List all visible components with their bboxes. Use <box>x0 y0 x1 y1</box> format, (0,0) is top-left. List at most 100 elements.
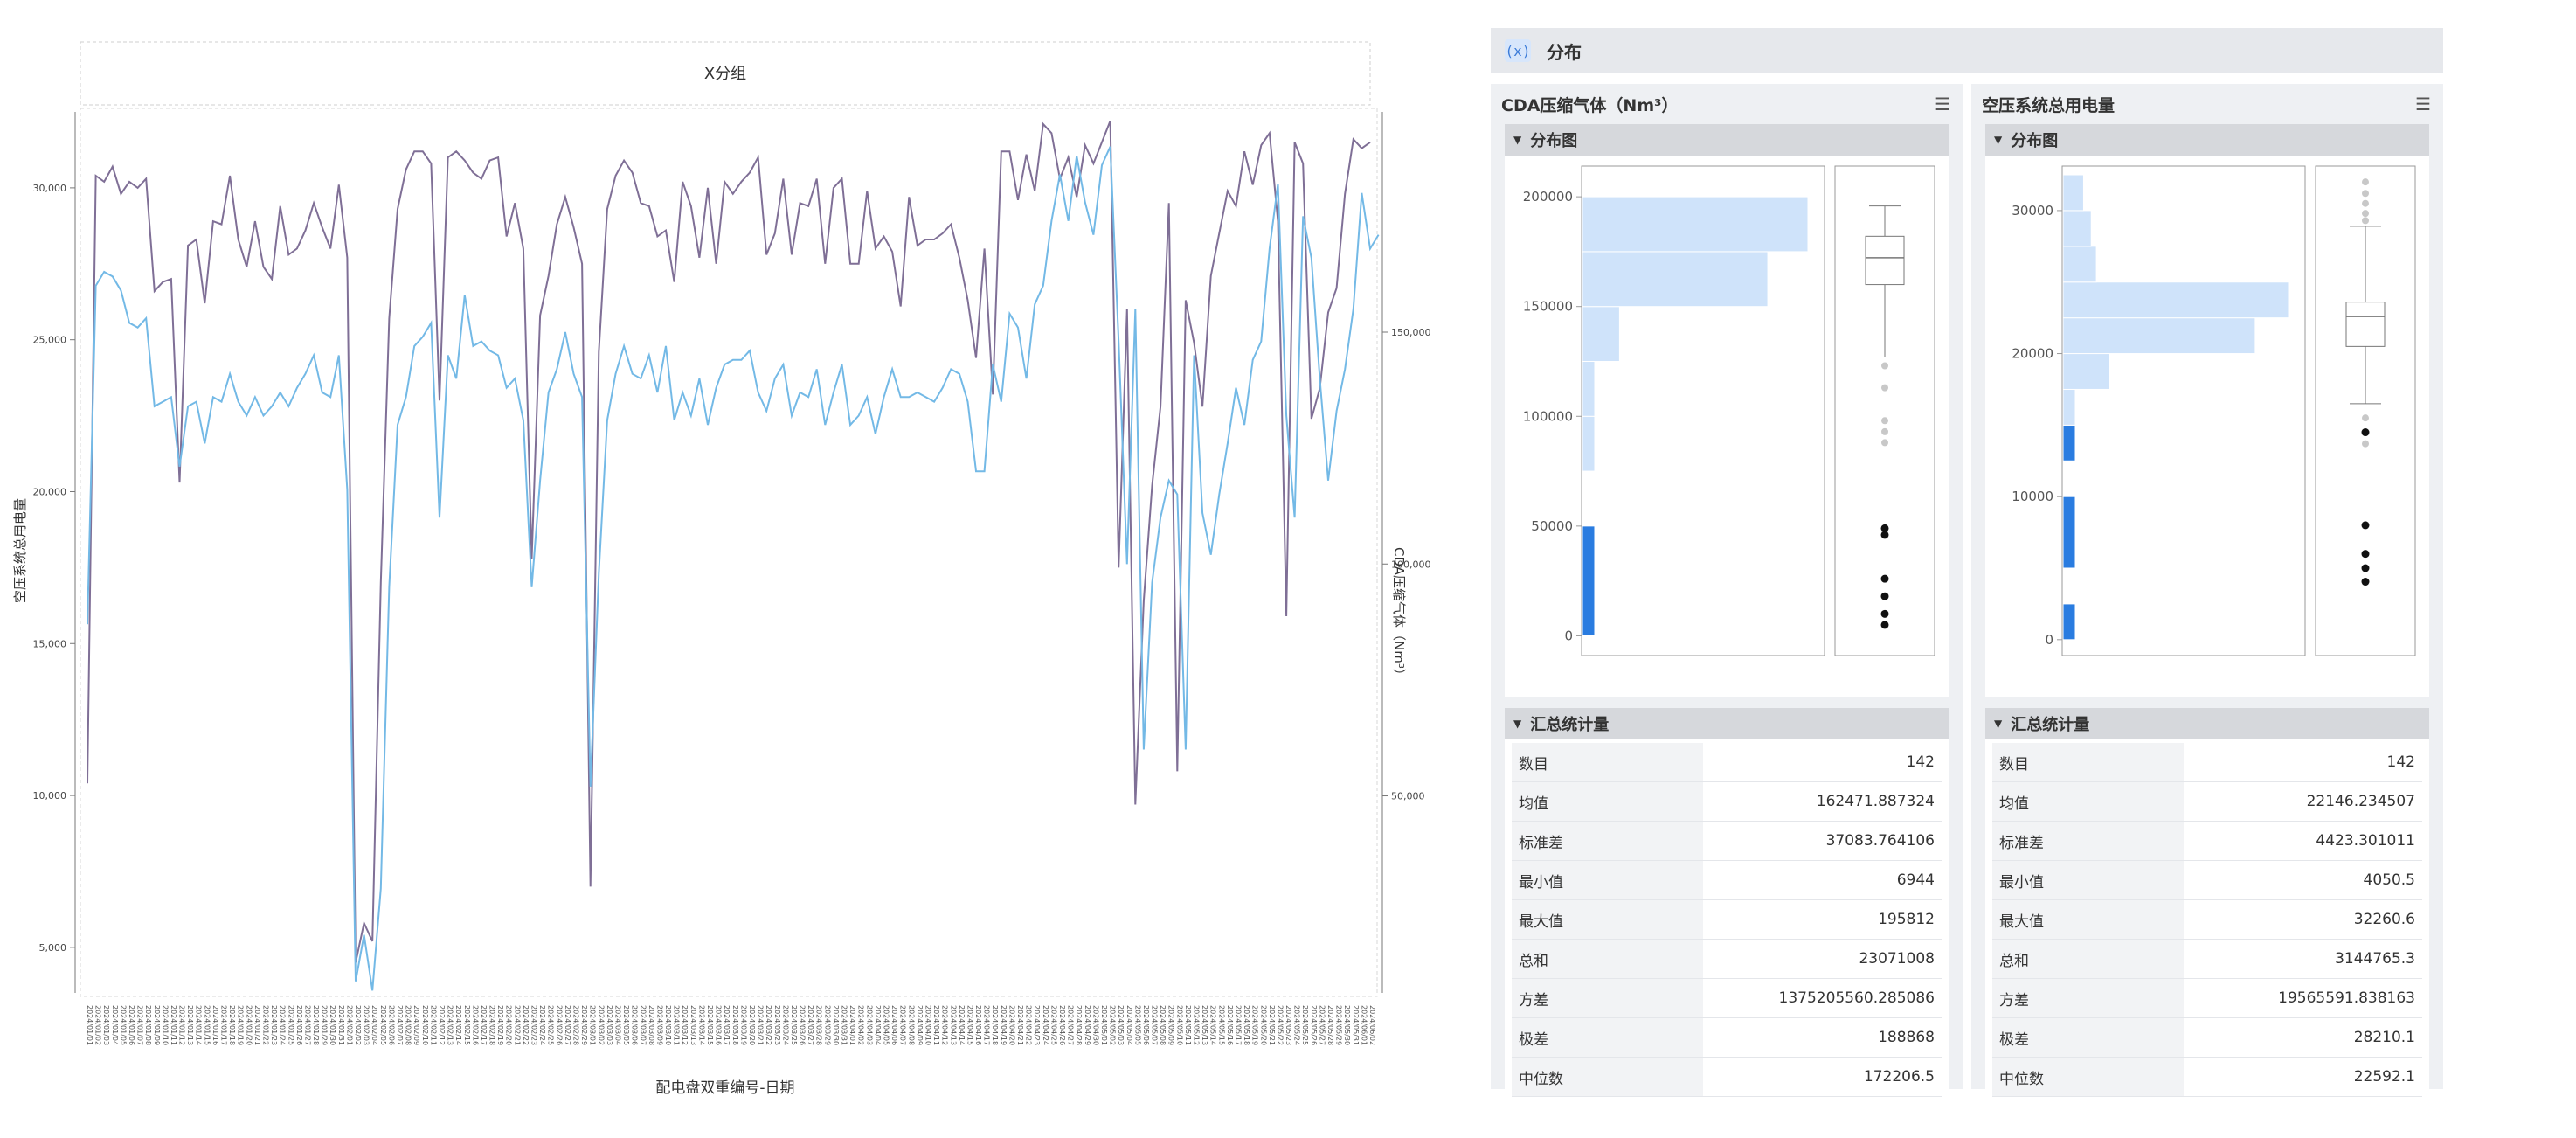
menu-icon[interactable]: ☰ <box>1935 94 1950 114</box>
stats-key: 均值 <box>1992 781 2184 822</box>
x-tick-label: 2024/05/03 <box>1117 1005 1125 1045</box>
x-tick-label: 2024/04/29 <box>1084 1005 1091 1045</box>
histogram-boxplot-power: 0 10000 20000 30000 <box>2012 165 2416 656</box>
x-tick-label: 2024/03/26 <box>799 1005 807 1045</box>
x-tick-label: 2024/02/01 <box>345 1005 353 1045</box>
x-tick-label: 2024/03/18 <box>731 1005 739 1045</box>
outlier-point <box>2362 217 2369 225</box>
stats-value: 32260.6 <box>2184 899 2422 940</box>
x-tick-label: 2024/05/17 <box>1234 1005 1242 1045</box>
line-chart: X分组 5,000 10,000 15,000 20,000 25,000 30,000 50… <box>12 41 1431 1097</box>
stats-key: 最小值 <box>1512 860 1703 900</box>
x-tick-label: 2024/01/12 <box>178 1005 186 1045</box>
y-tick-label: 5,000 <box>39 942 67 954</box>
x-tick-label: 2024/01/03 <box>102 1005 110 1045</box>
x-tick-label: 2024/04/11 <box>932 1005 940 1045</box>
x-tick-label: 2024/05/01 <box>1100 1005 1108 1045</box>
histogram-bar <box>2062 496 2076 569</box>
x-axis-label: 配电盘双重编号-日期 <box>655 1079 794 1097</box>
outlier-point <box>1881 439 1888 447</box>
collapse-triangle-icon: ▼ <box>1994 134 2003 146</box>
x-tick-label: 2024/04/10 <box>924 1005 931 1045</box>
x-tick-label: 2024/01/13 <box>186 1005 194 1045</box>
x-tick-label: 2024/03/13 <box>689 1005 697 1045</box>
section-summary-stats[interactable]: ▼ 汇总统计量 <box>1985 708 2429 739</box>
stats-key: 总和 <box>1992 939 2184 979</box>
x-tick-label: 2024/03/09 <box>655 1005 663 1045</box>
x-tick-label: 2024/05/02 <box>1109 1005 1117 1045</box>
stats-row: 均值 22146.234507 <box>1992 781 2422 822</box>
x-tick-label: 2024/03/24 <box>781 1005 789 1045</box>
y2-tick-label: 50,000 <box>1391 791 1425 802</box>
stats-row: 数目 142 <box>1512 743 1942 782</box>
x-tick-label: 2024/02/18 <box>488 1005 496 1045</box>
x-tick-label: 2024/02/03 <box>363 1005 370 1045</box>
histogram-bar <box>2062 603 2076 641</box>
y-tick-label: 25,000 <box>33 335 67 346</box>
x-tick-label: 2024/04/24 <box>1042 1005 1049 1045</box>
outlier-point <box>2362 210 2369 218</box>
x-tick-label: 2024/02/29 <box>580 1005 588 1045</box>
collapse-triangle-icon: ▼ <box>1994 718 2003 730</box>
section-distribution-plot[interactable]: ▼ 分布图 <box>1985 124 2429 156</box>
y-tick-label: 20,000 <box>33 486 67 497</box>
x-tick-label: 2024/02/23 <box>530 1005 538 1045</box>
histogram-bar <box>1582 525 1596 636</box>
stats-table: 数目 142 均值 22146.234507 标准差 4423.301011 最小值 4050… <box>1985 739 2429 1100</box>
x-tick-label: 2024/01/18 <box>228 1005 236 1045</box>
x-tick-label: 2024/01/20 <box>245 1005 253 1045</box>
x-tick-label: 2024/03/01 <box>589 1005 597 1045</box>
x-tick-label: 2024/05/28 <box>1326 1005 1334 1045</box>
distribution-header: (x) 分布 <box>1491 28 2443 73</box>
stats-value: 28210.1 <box>2184 1017 2422 1058</box>
x-tick-label: 2024/03/11 <box>673 1005 681 1045</box>
section-distribution-plot[interactable]: ▼ 分布图 <box>1505 124 1949 156</box>
x-tick-label: 2024/04/12 <box>941 1005 949 1045</box>
y-tick-label: 0 <box>2045 632 2053 648</box>
y-tick-label: 0 <box>1564 628 1573 643</box>
x-tick-label: 2024/05/31 <box>1352 1005 1360 1045</box>
x-tick-label: 2024/01/28 <box>312 1005 320 1045</box>
stats-value: 22146.234507 <box>2184 781 2422 822</box>
card-power: 空压系统总用电量 ☰ ▼ 分布图 0 10000 20000 30000 ▼ 汇总统计… <box>1971 84 2443 1100</box>
section-label: 汇总统计量 <box>1530 716 1610 734</box>
x-tick-label: 2024/02/22 <box>522 1005 530 1045</box>
stats-value: 23071008 <box>1703 939 1942 979</box>
x-tick-label: 2024/02/27 <box>564 1005 571 1045</box>
y-tick-label: 30000 <box>2012 203 2053 219</box>
x-tick-label: 2024/03/12 <box>681 1005 689 1045</box>
x-tick-label: 2024/03/21 <box>757 1005 765 1045</box>
outlier-point <box>2361 550 2370 559</box>
x-tick-label: 2024/01/06 <box>128 1005 135 1045</box>
y-tick-label: 10000 <box>2012 489 2053 504</box>
outlier-point <box>2361 521 2370 530</box>
stats-key: 最大值 <box>1992 899 2184 940</box>
x-tick-label: 2024/05/07 <box>1151 1005 1159 1045</box>
stats-value: 142 <box>1703 743 1942 782</box>
histogram-bar <box>2062 353 2110 390</box>
stats-row: 中位数 172206.5 <box>1512 1057 1942 1097</box>
collapse-triangle-icon: ▼ <box>1513 718 1522 730</box>
menu-icon[interactable]: ☰ <box>2415 94 2431 114</box>
x-tick-label: 2024/01/31 <box>337 1005 345 1045</box>
x-tick-label: 2024/01/16 <box>211 1005 219 1045</box>
x-tick-label: 2024/03/17 <box>723 1005 731 1045</box>
x-tick-label: 2024/04/19 <box>1000 1005 1008 1045</box>
stats-key: 极差 <box>1512 1017 1703 1058</box>
x-tick-label: 2024/05/14 <box>1209 1005 1217 1045</box>
x-tick-label: 2024/06/01 <box>1360 1005 1368 1045</box>
x-tick-label: 2024/04/17 <box>983 1005 991 1045</box>
x-tick-label: 2024/06/02 <box>1368 1005 1376 1045</box>
x-tick-label: 2024/04/23 <box>1033 1005 1041 1045</box>
x-tick-label: 2024/04/02 <box>857 1005 865 1045</box>
stats-row: 中位数 22592.1 <box>1992 1057 2422 1097</box>
outlier-point <box>1881 362 1888 370</box>
stats-value: 172206.5 <box>1703 1057 1942 1097</box>
section-summary-stats[interactable]: ▼ 汇总统计量 <box>1505 708 1949 739</box>
x-tick-label: 2024/01/05 <box>119 1005 127 1045</box>
outlier-point <box>2361 578 2370 586</box>
chart-title: X分组 <box>704 65 746 83</box>
x-tick-label: 2024/01/10 <box>161 1005 169 1045</box>
histogram-bar <box>2062 174 2084 212</box>
x-tick-label: 2024/03/23 <box>773 1005 781 1045</box>
